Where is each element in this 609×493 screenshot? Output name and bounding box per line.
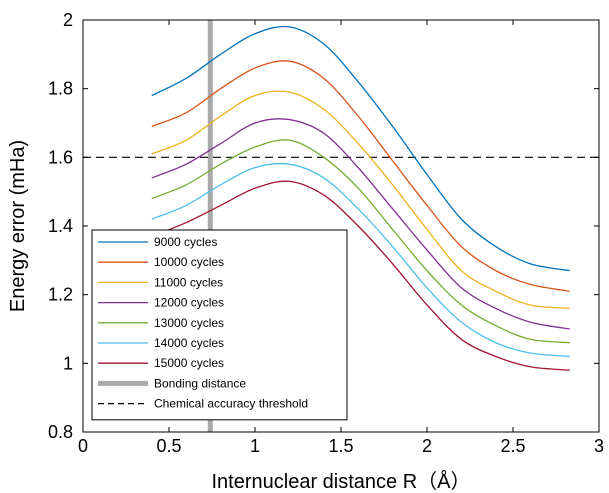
x-tick-label: 0.5 xyxy=(156,436,181,456)
legend-label: 12000 cycles xyxy=(154,296,224,310)
legend-label: Chemical accuracy threshold xyxy=(154,397,308,411)
x-tick-label: 1.5 xyxy=(328,436,353,456)
y-tick-label: 0.8 xyxy=(48,422,73,442)
series-line-9000-cycles xyxy=(151,25,570,272)
y-tick-label: 1.2 xyxy=(48,285,73,305)
y-tick-label: 2 xyxy=(63,10,73,30)
axis-ticks: 0 0.5 1 1.5 2 2.5 3 0.8 1 1.2 1.4 1.6 1.8 2 xyxy=(48,10,604,456)
series-line-13000-cycles xyxy=(151,139,570,344)
legend-label: 10000 cycles xyxy=(154,255,224,269)
legend: 9000 cycles 10000 cycles 11000 cycles 12000… xyxy=(91,229,348,421)
legend-label: 11000 cycles xyxy=(154,275,223,289)
series-line-12000-cycles xyxy=(151,118,570,330)
legend-label: 13000 cycles xyxy=(154,316,224,330)
legend-label: 14000 cycles xyxy=(154,336,224,350)
series-line-10000-cycles xyxy=(151,60,570,292)
series-line-14000-cycles xyxy=(151,162,570,358)
y-tick-label: 1.8 xyxy=(48,79,73,99)
y-tick-label: 1.4 xyxy=(48,216,73,236)
y-tick-label: 1.6 xyxy=(48,147,73,167)
series-line-15000-cycles xyxy=(151,180,570,371)
y-axis-label: Energy error (mHa) xyxy=(7,140,29,312)
x-tick-label: 3 xyxy=(594,436,604,456)
x-axis-label: Internuclear distance R（Å） xyxy=(211,470,470,493)
legend-label: Bonding distance xyxy=(154,376,246,390)
x-tick-label: 2 xyxy=(422,436,432,456)
x-tick-label: 2.5 xyxy=(500,436,525,456)
legend-label: 9000 cycles xyxy=(154,235,217,249)
legend-label: 15000 cycles xyxy=(154,356,224,370)
x-tick-label: 0 xyxy=(78,436,88,456)
y-tick-label: 1 xyxy=(63,353,73,373)
x-tick-label: 1 xyxy=(250,436,260,456)
series-line-11000-cycles xyxy=(151,90,570,310)
